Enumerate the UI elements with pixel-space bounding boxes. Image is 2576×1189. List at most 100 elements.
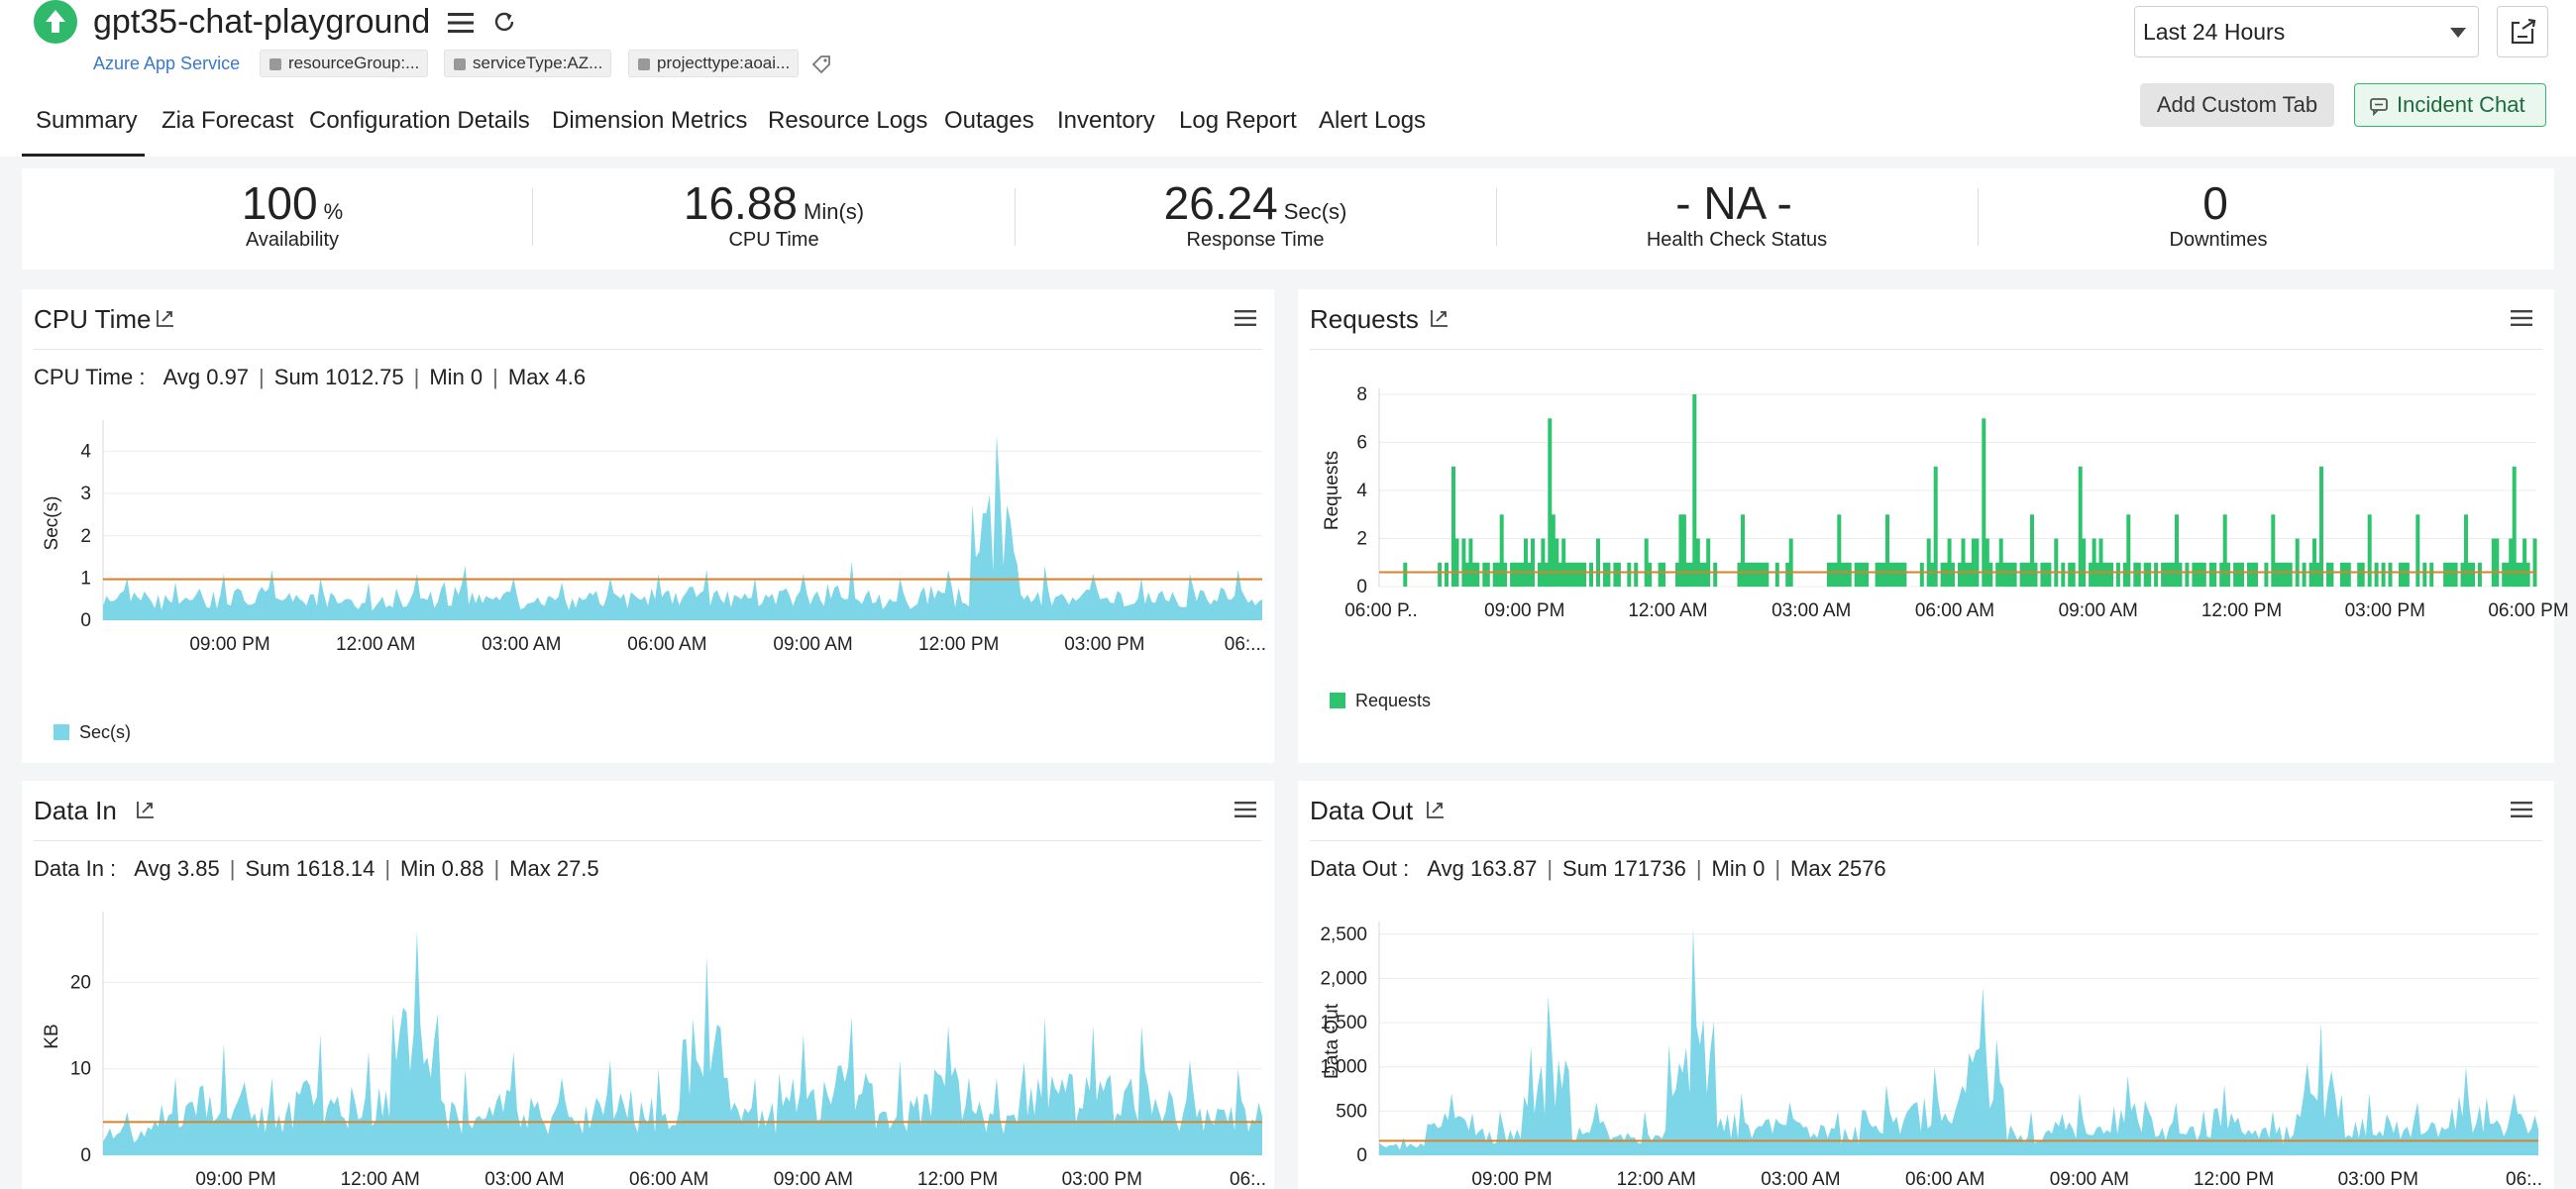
tag-project-type[interactable]: projecttype:aoai... (628, 50, 800, 77)
tab-resource-logs[interactable]: Resource Logs (768, 107, 928, 134)
cpu-time-chart[interactable]: 0 1 2 3 4 Sec(s) 09:00 PM 12:00 AM 03:00 AM 06:00… (22, 404, 1274, 702)
tab-alert-logs[interactable]: Alert Logs (1319, 107, 1427, 134)
bar (2136, 562, 2141, 588)
metric-value-row: 100% (52, 176, 533, 239)
bar (2512, 466, 2517, 588)
panel-menu-icon[interactable] (1234, 801, 1256, 818)
expand-chart-icon[interactable] (1429, 307, 1450, 329)
bar (1888, 562, 1893, 588)
bar (1513, 562, 1518, 588)
bar (1895, 562, 1900, 588)
panel-menu-icon[interactable] (1234, 309, 1256, 327)
data-in-chart[interactable]: 0 10 20 KB 09:00 PM 12:00 AM 03:00 AM 06:00 AM 0… (22, 902, 1274, 1189)
expand-chart-icon[interactable] (135, 799, 157, 820)
stat-avg: Avg 0.97 (162, 365, 250, 389)
service-type-link[interactable]: Azure App Service (93, 54, 241, 73)
y-axis-title: Sec(s) (42, 496, 62, 551)
bar (1541, 538, 1546, 587)
expand-chart-icon[interactable] (1425, 799, 1447, 820)
bar (1898, 562, 1903, 588)
bar (1902, 562, 1907, 588)
bar (2399, 562, 2403, 588)
tab-dimension-metrics[interactable]: Dimension Metrics (552, 107, 748, 134)
x-tick-label: 06:00 AM (627, 634, 706, 655)
tab-log-report[interactable]: Log Report (1179, 107, 1297, 134)
bar (1947, 538, 1952, 587)
tag-square-icon (454, 58, 466, 70)
legend-swatch (54, 724, 69, 740)
tag-square-icon (269, 58, 281, 70)
x-tick-label: 12:00 AM (336, 634, 415, 655)
y-tick-label: 8 (1356, 384, 1367, 405)
bar (2381, 562, 2386, 588)
app-status-icon (34, 0, 77, 44)
bar (1658, 562, 1663, 588)
bar (1881, 562, 1886, 588)
data-out-chart[interactable]: 0 500 1,000 1,500 2,000 2,500 Data Out 09:00 PM… (1298, 902, 2554, 1189)
panel-menu-icon[interactable] (2511, 801, 2532, 818)
incident-chat-button[interactable]: Incident Chat (2354, 83, 2546, 127)
bar (2201, 562, 2206, 588)
bar (2495, 538, 2500, 587)
add-custom-tab-button[interactable]: Add Custom Tab (2140, 83, 2334, 127)
metric-cpu-time: 16.88 Min(s) CPU Time (533, 168, 1015, 270)
bar (1788, 538, 1793, 587)
bar (1475, 562, 1480, 588)
metric-unit: Min(s) (804, 199, 865, 224)
tab-configuration-details[interactable]: Configuration Details (309, 107, 530, 134)
bar (1837, 514, 1842, 588)
refresh-icon[interactable] (491, 9, 517, 35)
x-tick-label: 09:00 AM (2059, 600, 2138, 621)
bar (1830, 562, 1835, 588)
bar (2171, 562, 2176, 588)
time-range-value: Last 24 Hours (2143, 19, 2286, 45)
panel-menu-icon[interactable] (2511, 309, 2532, 327)
x-tick-label: 09:00 PM (1471, 1169, 1552, 1189)
chart-legend[interactable]: Sec(s) (54, 721, 131, 743)
hamburger-menu-icon[interactable] (448, 12, 474, 34)
bar (2023, 562, 2027, 588)
tag-resource-group[interactable]: resourceGroup:... (260, 50, 429, 77)
bar (1438, 562, 1443, 588)
divider (1310, 840, 2542, 841)
x-tick-label: 03:00 AM (1761, 1169, 1840, 1189)
x-tick-label: 03:00 PM (1064, 634, 1144, 655)
requests-chart[interactable]: 0 2 4 6 8 Requests 06:00 P.. 09:00 PM 12:00 AM 03… (1298, 367, 2569, 664)
bar (1758, 562, 1763, 588)
bar (1995, 562, 2000, 588)
bar (1774, 562, 1779, 588)
bar (1678, 514, 1683, 588)
tag-service-type[interactable]: serviceType:AZ... (444, 50, 612, 77)
y-tick-label: 2,000 (1320, 968, 1367, 989)
bar (2092, 538, 2096, 587)
tab-outages[interactable]: Outages (944, 107, 1034, 134)
bar (1464, 562, 1469, 588)
panel-title: Requests (1310, 304, 1419, 334)
tab-summary[interactable]: Summary (22, 97, 145, 157)
bar (1737, 562, 1742, 588)
export-button[interactable] (2497, 6, 2548, 57)
incident-chat-label: Incident Chat (2397, 92, 2525, 117)
tag-icon[interactable] (810, 54, 832, 75)
divider (1015, 188, 1016, 246)
bar (1688, 562, 1693, 588)
bar (1971, 538, 1976, 587)
y-tick-label: 1,000 (1320, 1057, 1367, 1078)
x-tick-label: 06:00 AM (629, 1169, 708, 1189)
tab-inventory[interactable]: Inventory (1057, 107, 1155, 134)
bar (1485, 562, 1490, 588)
time-range-select[interactable]: Last 24 Hours (2134, 6, 2479, 57)
expand-chart-icon[interactable] (155, 307, 176, 329)
metric-value: 16.88 (683, 177, 798, 229)
bar (2477, 562, 2482, 588)
bar (2288, 562, 2293, 588)
bar (2254, 562, 2258, 588)
x-tick-label: 12:00 PM (917, 1169, 998, 1189)
stats-label: Data Out : (1310, 856, 1410, 881)
tab-zia-forecast[interactable]: Zia Forecast (161, 107, 294, 134)
bar (2226, 562, 2231, 588)
y-tick-label: 4 (1356, 481, 1367, 501)
bar (1403, 562, 1408, 588)
bar (1754, 562, 1759, 588)
chart-legend[interactable]: Requests (1330, 690, 1431, 711)
